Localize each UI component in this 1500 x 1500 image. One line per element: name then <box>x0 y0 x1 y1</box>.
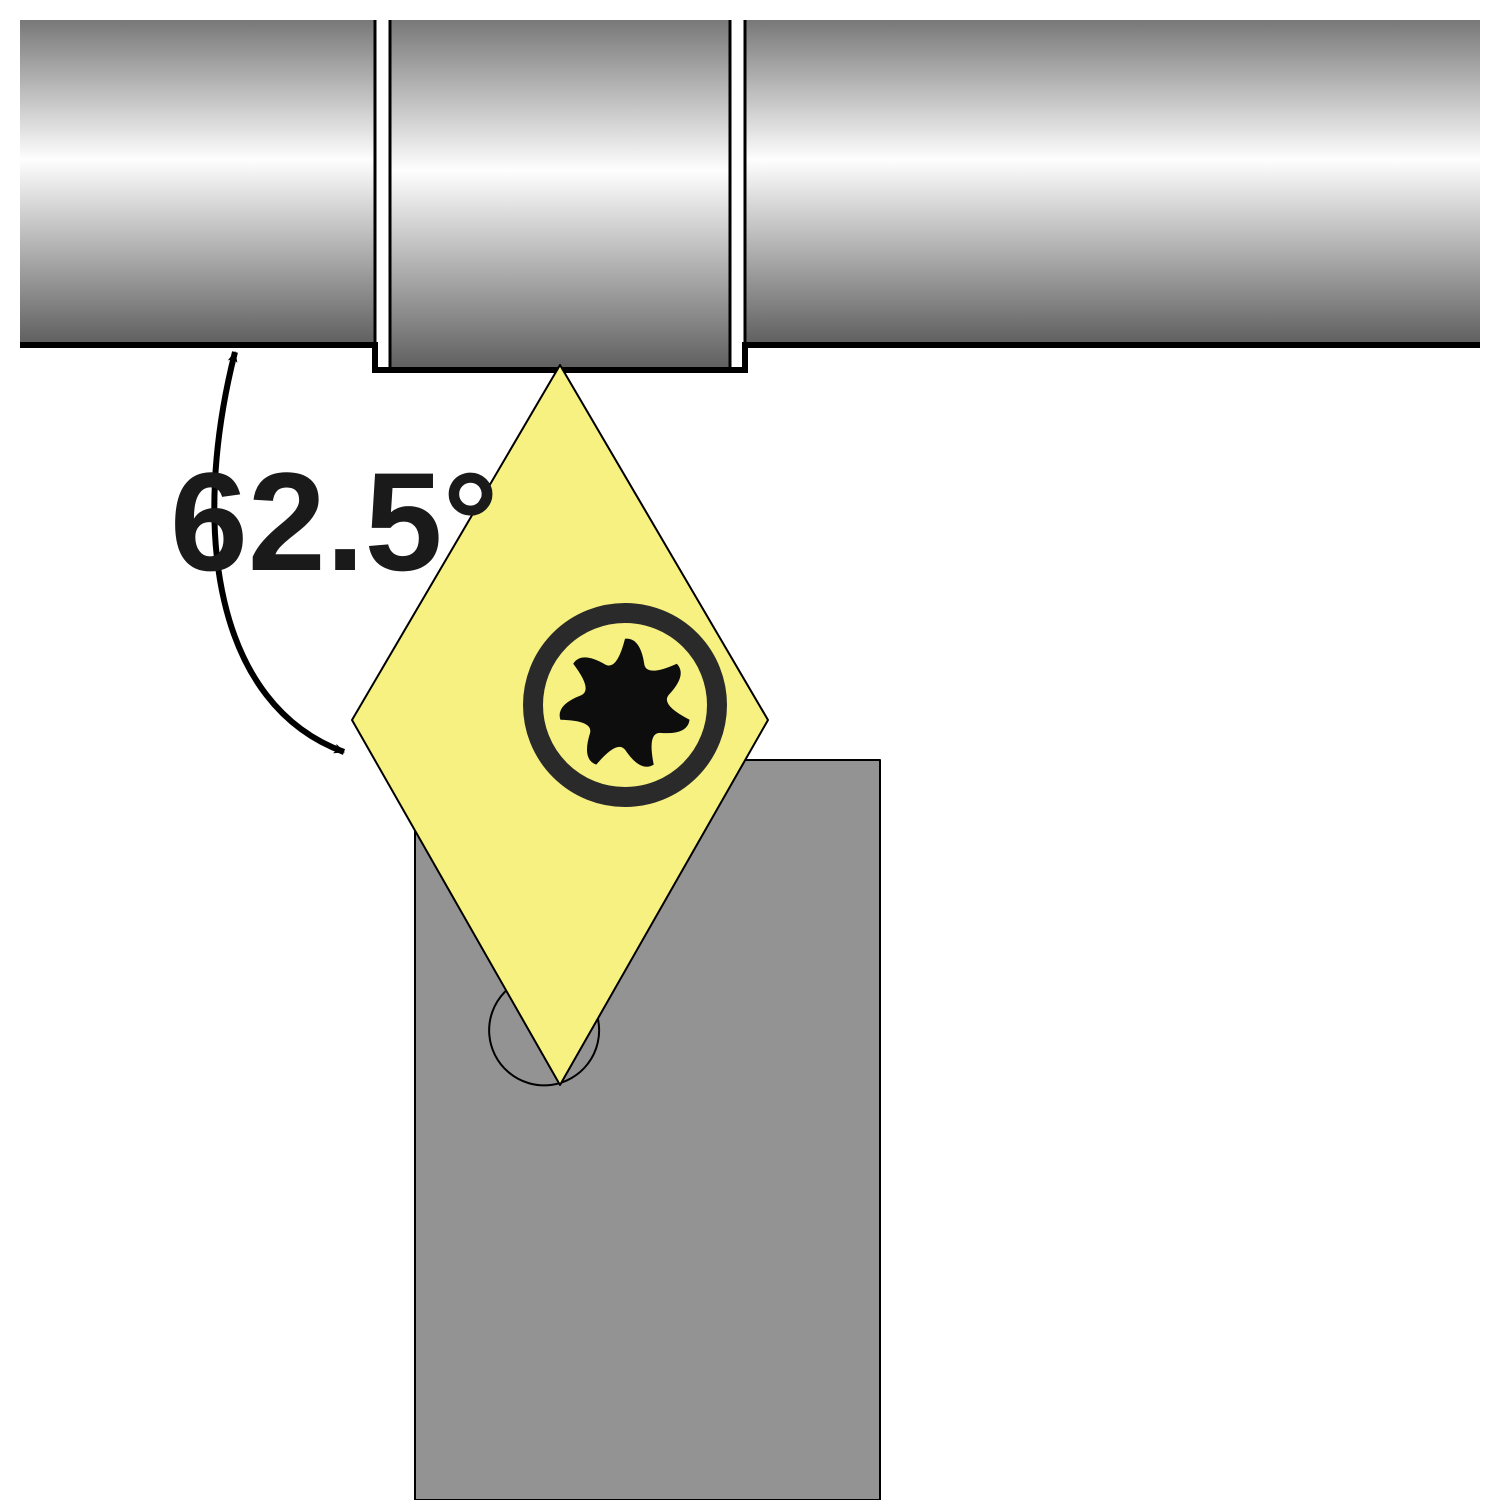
tool-diagram: 62.5° <box>0 0 1500 1500</box>
workpiece <box>20 20 1480 370</box>
angle-label: 62.5° <box>170 443 498 600</box>
